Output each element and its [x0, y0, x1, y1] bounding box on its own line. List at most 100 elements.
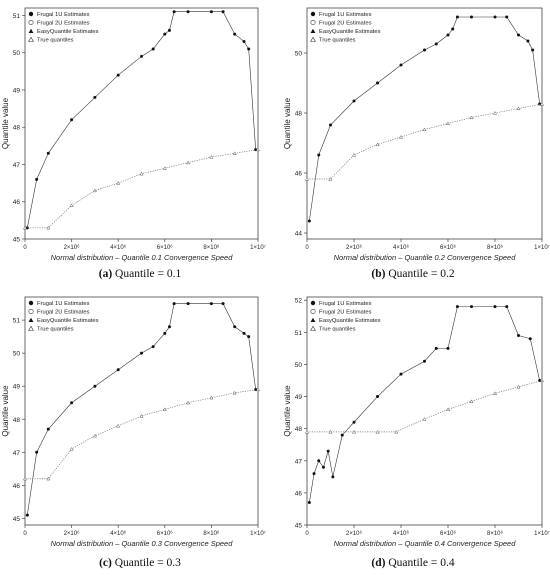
- y-tick-label: 48: [295, 426, 303, 433]
- true-quantile-point: [351, 429, 357, 434]
- x-axis-label: Normal distribution – Quantile 0.3 Conve…: [51, 539, 234, 548]
- estimate-point: [434, 346, 438, 350]
- x-tick-label: 8×10⁶: [487, 530, 504, 537]
- plot-frame: [24, 296, 259, 526]
- true-quantile-point: [304, 429, 310, 434]
- legend-marker-easyquantile: [310, 317, 316, 322]
- true-quantile-point: [162, 166, 167, 170]
- x-tick-label: 6×10⁶: [440, 244, 457, 251]
- legend-marker-frugal1u: [28, 11, 34, 17]
- estimate-point: [446, 346, 450, 350]
- legend-label: True quantiles: [37, 38, 74, 44]
- estimate-point: [470, 15, 473, 19]
- legend-label: Frugal 2U Estimates: [37, 310, 90, 316]
- x-tick-label: 1×10⁷: [534, 244, 550, 251]
- y-tick-label: 46: [295, 171, 303, 178]
- estimate-point: [423, 359, 426, 363]
- y-tick-label: 48: [13, 125, 21, 132]
- estimate-line: [309, 306, 540, 503]
- true-quantile-point: [516, 384, 521, 389]
- y-tick-label: 51: [13, 13, 21, 20]
- true-quantile-point: [304, 176, 310, 181]
- true-quantile-point: [539, 101, 545, 106]
- estimate-point: [233, 325, 237, 329]
- true-quantile-point: [445, 121, 451, 126]
- chart-panel-3: 45 46 47 48 49 50 51 52 0 2×10⁶ 4×10⁶ 6×10⁶ 8×10⁶ 1×1…: [283, 296, 550, 548]
- caption-c: (c) Quantile = 0.3: [99, 557, 181, 569]
- estimate-point: [140, 351, 143, 355]
- estimate-point: [25, 226, 29, 230]
- legend-label: EasyQuantile Estimates: [37, 29, 99, 35]
- legend-label: EasyQuantile Estimates: [37, 318, 99, 324]
- x-tick-label: 0: [305, 531, 309, 537]
- estimate-line: [27, 303, 256, 516]
- estimate-point: [247, 335, 251, 339]
- legend-marker-frugal2u: [28, 19, 34, 25]
- y-tick-label: 48: [13, 417, 21, 424]
- estimate-point: [376, 395, 379, 399]
- legend-label: True quantiles: [319, 38, 356, 44]
- legend-label: True quantiles: [319, 327, 356, 333]
- estimate-point: [140, 54, 143, 58]
- legend-marker-frugal2u: [310, 308, 316, 314]
- x-tick-label: 4×10⁶: [393, 530, 410, 537]
- legend-marker-true: [310, 36, 316, 42]
- estimate-point: [517, 33, 520, 37]
- y-axis-label: Quantile value: [1, 385, 10, 437]
- y-tick-label: 47: [13, 162, 21, 169]
- true-quantile-point: [209, 155, 214, 159]
- estimate-point: [307, 501, 311, 505]
- true-quantile-point: [492, 110, 498, 115]
- x-tick-label: 4×10⁶: [110, 530, 127, 537]
- y-tick-label: 46: [295, 490, 303, 497]
- y-tick-label: 45: [13, 237, 21, 244]
- estimate-point: [186, 10, 190, 14]
- legend-marker-frugal2u: [28, 308, 34, 314]
- x-tick-label: 0: [305, 245, 309, 251]
- y-tick-label: 47: [13, 450, 21, 457]
- caption-a: (a) Quantile = 0.1: [98, 268, 182, 280]
- true-quantile-point: [394, 429, 399, 434]
- true-quantile-point: [422, 127, 427, 132]
- x-tick-label: 1×10⁷: [534, 530, 550, 537]
- legend-marker-true: [28, 325, 34, 331]
- estimate-point: [317, 459, 321, 463]
- y-tick-label: 51: [13, 318, 21, 325]
- y-tick-label: 50: [295, 51, 303, 58]
- estimate-point: [434, 42, 438, 46]
- x-tick-label: 6×10⁶: [157, 244, 174, 251]
- estimate-point: [376, 81, 379, 85]
- x-axis-label: Normal distribution – Quantile 0.1 Conve…: [51, 253, 234, 262]
- estimate-point: [423, 48, 426, 52]
- chart-panel-1: 44 46 48 50 0 2×10⁶ 4×10⁶ 6×10⁶ 8×10⁶ 1×10⁷ Normal…: [283, 7, 550, 262]
- y-tick-label: 45: [13, 516, 21, 523]
- legend-marker-easyquantile: [310, 28, 316, 33]
- legend-marker-true: [310, 325, 316, 331]
- x-axis-label: Normal distribution – Quantile 0.4 Conve…: [334, 539, 517, 548]
- true-quantile-line: [25, 389, 259, 480]
- true-quantile-point: [516, 106, 521, 111]
- true-quantile-point: [69, 203, 74, 208]
- y-axis-label: Quantile value: [1, 97, 10, 149]
- true-quantile-point: [186, 160, 191, 165]
- y-axis-label: Quantile value: [283, 97, 292, 149]
- estimate-point: [455, 15, 459, 19]
- true-quantile-point: [328, 429, 333, 434]
- estimate-point: [399, 372, 403, 376]
- estimate-point: [233, 32, 237, 36]
- x-axis-label: Normal distribution – Quantile 0.2 Conve…: [334, 253, 517, 262]
- true-quantile-point: [469, 115, 474, 120]
- estimate-point: [93, 384, 97, 388]
- estimate-line: [27, 11, 256, 228]
- true-quantile-point: [116, 423, 121, 428]
- legend-label: Frugal 1U Estimates: [37, 12, 90, 18]
- legend-marker-frugal1u: [28, 300, 34, 306]
- estimate-point: [317, 153, 321, 157]
- estimate-point: [116, 368, 120, 372]
- estimate-point: [446, 33, 450, 37]
- estimate-point: [451, 27, 455, 31]
- y-tick-label: 49: [295, 394, 303, 401]
- estimate-point: [455, 305, 459, 309]
- true-quantile-point: [375, 142, 380, 147]
- estimate-point: [352, 99, 356, 103]
